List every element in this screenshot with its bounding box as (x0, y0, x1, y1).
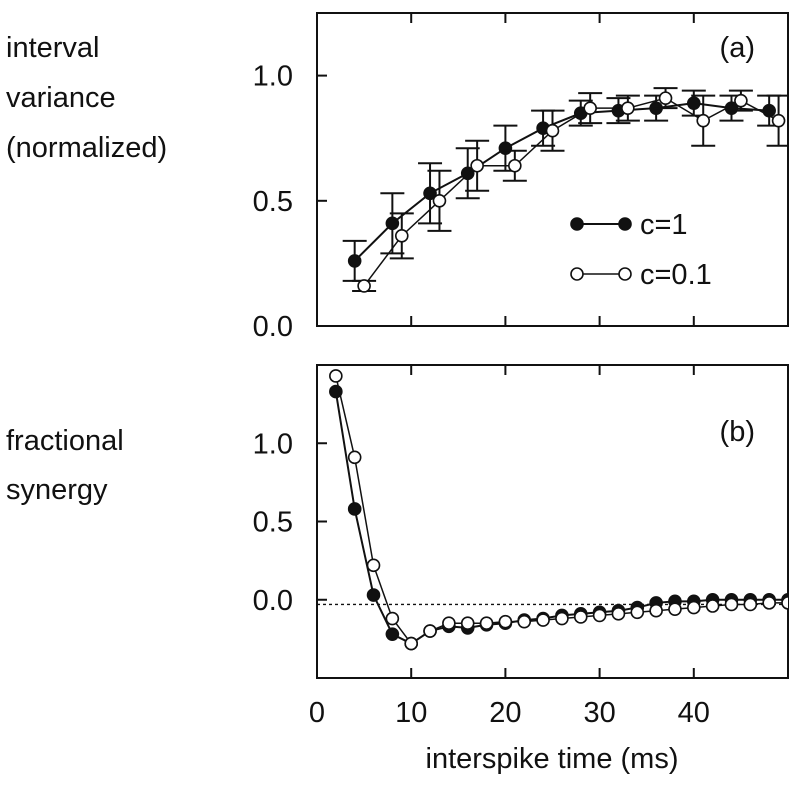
data-point (479, 616, 494, 631)
x-axis-label: interspike time (ms) (426, 743, 679, 775)
y-tick-label: 0.5 (253, 507, 293, 539)
data-point (771, 113, 786, 128)
series-c01 (329, 369, 788, 651)
data-point (385, 627, 400, 641)
y-axis-label-line: (normalized) (6, 132, 167, 164)
data-point (394, 229, 409, 243)
panel-b-ylabel: fractional synergy (6, 425, 124, 506)
x-tick-label: 40 (678, 697, 710, 729)
data-point (498, 614, 513, 629)
panel-a-series (342, 87, 788, 293)
legend: c=1 c=0.1 (570, 209, 712, 291)
y-axis-label-line: synergy (6, 474, 108, 506)
data-point (762, 596, 776, 610)
data-point (668, 602, 682, 616)
data-point (470, 158, 484, 173)
data-point (366, 588, 381, 602)
data-point (347, 254, 362, 268)
series-c1 (342, 89, 782, 282)
data-point (686, 96, 701, 110)
series-line (363, 97, 779, 287)
y-axis-label-line: interval (6, 32, 100, 64)
data-point (686, 600, 701, 615)
legend-marker-c1-right (618, 217, 632, 231)
data-point (460, 616, 475, 631)
data-point (573, 610, 588, 624)
data-point (508, 158, 522, 173)
data-point (347, 502, 362, 516)
x-tick-label: 30 (583, 697, 615, 729)
legend-marker-c1-left (570, 217, 584, 231)
legend-marker-c01-right (618, 267, 632, 281)
plot-area (329, 369, 788, 651)
x-tick-label: 0 (309, 697, 325, 729)
data-point (347, 450, 362, 465)
y-tick-label: 1.0 (253, 61, 293, 93)
data-point (498, 141, 513, 156)
y-axis-label-line: variance (6, 82, 116, 114)
y-tick-label: 0.0 (253, 311, 293, 343)
data-point (649, 603, 663, 618)
data-point (423, 624, 437, 638)
data-point (357, 279, 371, 293)
data-point (460, 166, 475, 181)
y-axis-label-line: fractional (6, 425, 124, 457)
plot-area (342, 87, 788, 293)
series-c01 (352, 87, 788, 293)
data-point (696, 113, 711, 128)
panel-a-label: (a) (720, 32, 755, 64)
data-point (404, 636, 419, 651)
legend-label-c01: c=0.1 (640, 259, 712, 291)
data-point (385, 611, 400, 626)
panel-a-ylabel: interval variance (normalized) (6, 32, 167, 164)
panel-b: 0.0 0.5 1.0 0 10 20 30 40 (b) fractional synergy… (6, 364, 789, 775)
series-line (353, 102, 770, 262)
legend-label-c1: c=1 (640, 209, 688, 241)
x-tick-label: 10 (395, 697, 427, 729)
data-point (329, 369, 343, 383)
legend-marker-c01-left (570, 267, 584, 281)
data-point (555, 611, 569, 626)
data-point (781, 596, 788, 610)
data-point (621, 101, 635, 115)
data-point (385, 216, 400, 231)
data-point (517, 614, 532, 629)
data-point (442, 616, 456, 631)
panel-a-ticks: 0.0 0.5 1.0 (253, 13, 695, 343)
data-point (743, 597, 758, 612)
data-point (536, 613, 550, 627)
data-point (366, 558, 381, 573)
y-tick-label: 0.0 (253, 585, 293, 617)
panel-b-ticks: 0.0 0.5 1.0 0 10 20 30 40 (253, 365, 710, 729)
data-point (611, 607, 626, 621)
y-tick-label: 0.5 (253, 186, 293, 218)
data-point (545, 123, 560, 138)
data-point (423, 186, 437, 201)
panel-a: 0.0 0.5 1.0 (a) interval variance (normalize… (6, 12, 789, 343)
x-tick-label: 20 (489, 697, 521, 729)
data-point (734, 93, 748, 108)
y-tick-label: 1.0 (253, 428, 293, 460)
panel-b-label: (b) (720, 416, 755, 448)
panel-b-series (329, 369, 788, 651)
data-point (630, 605, 645, 620)
data-point (583, 101, 597, 115)
data-point (658, 91, 673, 105)
data-point (592, 608, 607, 623)
data-point (432, 194, 447, 208)
panel-a-frame (316, 12, 789, 327)
data-point (705, 599, 720, 613)
data-point (724, 597, 739, 612)
